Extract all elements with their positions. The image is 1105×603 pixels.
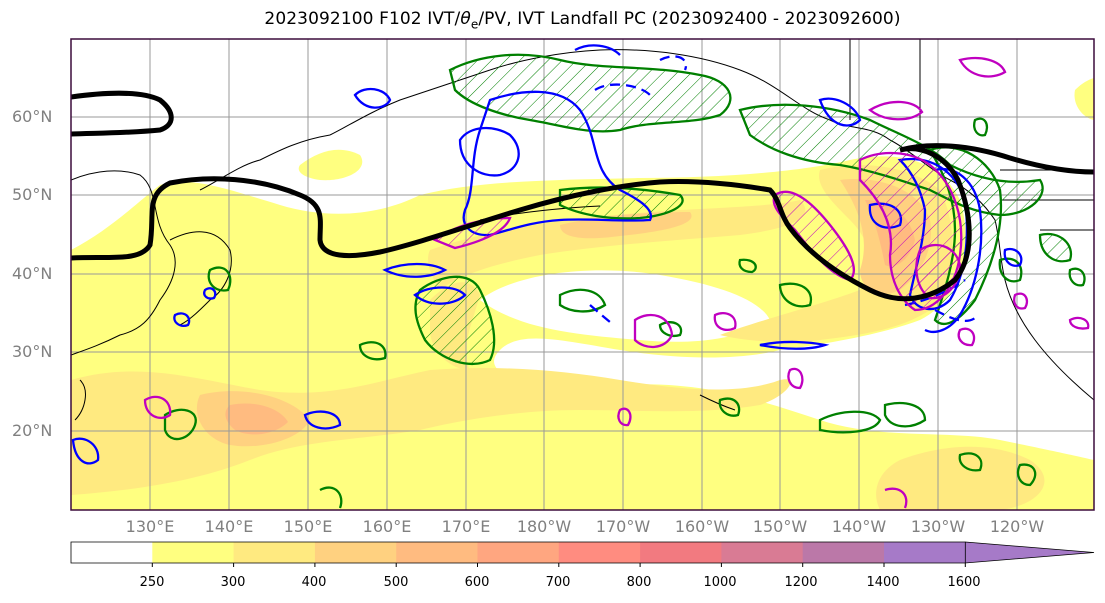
chart-title: 2023092100 F102 IVT/θe/PV, IVT Landfall … [264, 9, 901, 32]
colorbar-segment [233, 542, 316, 563]
lon-tick-label: 160°W [674, 517, 730, 536]
colorbar-segment [71, 542, 153, 563]
colorbar-segment [884, 542, 966, 563]
colorbar-segment [721, 542, 804, 563]
colorbar-tick-label: 1600 [947, 575, 981, 590]
colorbar-segment [314, 542, 397, 563]
lat-tick-label: 20°N [12, 421, 53, 440]
colorbar-tick-label: 1200 [784, 575, 818, 590]
lon-tick-label: 150°W [752, 517, 808, 536]
landfall-pc-contours [143, 56, 1090, 509]
colorbar-tick-label: 500 [383, 575, 409, 590]
colorbar-tick-label: 400 [301, 575, 327, 590]
lon-tick-label: 140°E [204, 517, 254, 536]
lon-tick-label: 180°W [516, 517, 572, 536]
lon-tick-label: 170°W [595, 517, 651, 536]
lon-tick-label: 140°W [831, 517, 887, 536]
colorbar-segment [558, 542, 641, 563]
lon-tick-label: 130°E [125, 517, 175, 536]
lon-tick-label: 130°W [910, 517, 966, 536]
colorbar-tick-label: 800 [626, 575, 652, 590]
colorbar-segment [477, 542, 560, 563]
lat-tick-label: 50°N [12, 185, 53, 204]
lon-tick-label: 120°W [989, 517, 1045, 536]
colorbar [70, 541, 1095, 567]
theta-e-green-contours [163, 53, 1086, 509]
colorbar-segment [396, 542, 478, 563]
lat-tick-label: 30°N [12, 342, 53, 361]
colorbar-extend-arrow [964, 541, 1095, 564]
colorbar-segment [640, 542, 722, 563]
colorbar-tick-label: 250 [139, 575, 165, 590]
colorbar-outline [70, 541, 966, 564]
colorbar-segment [152, 542, 235, 563]
colorbar-tick-label: 300 [220, 575, 246, 590]
colorbar-tick-label: 1400 [866, 575, 900, 590]
map-frame [70, 38, 1095, 511]
pv-contours [71, 90, 1094, 302]
lon-tick-label: 170°E [441, 517, 491, 536]
lat-tick-label: 40°N [12, 264, 53, 283]
lon-tick-label: 150°E [283, 517, 333, 536]
colorbar-segment [802, 542, 885, 563]
colorbar-tick-label: 1000 [703, 575, 737, 590]
lat-tick-label: 60°N [12, 107, 53, 126]
colorbar-tick-label: 600 [464, 575, 490, 590]
lon-tick-label: 160°E [362, 517, 412, 536]
colorbar-tick-label: 700 [545, 575, 571, 590]
